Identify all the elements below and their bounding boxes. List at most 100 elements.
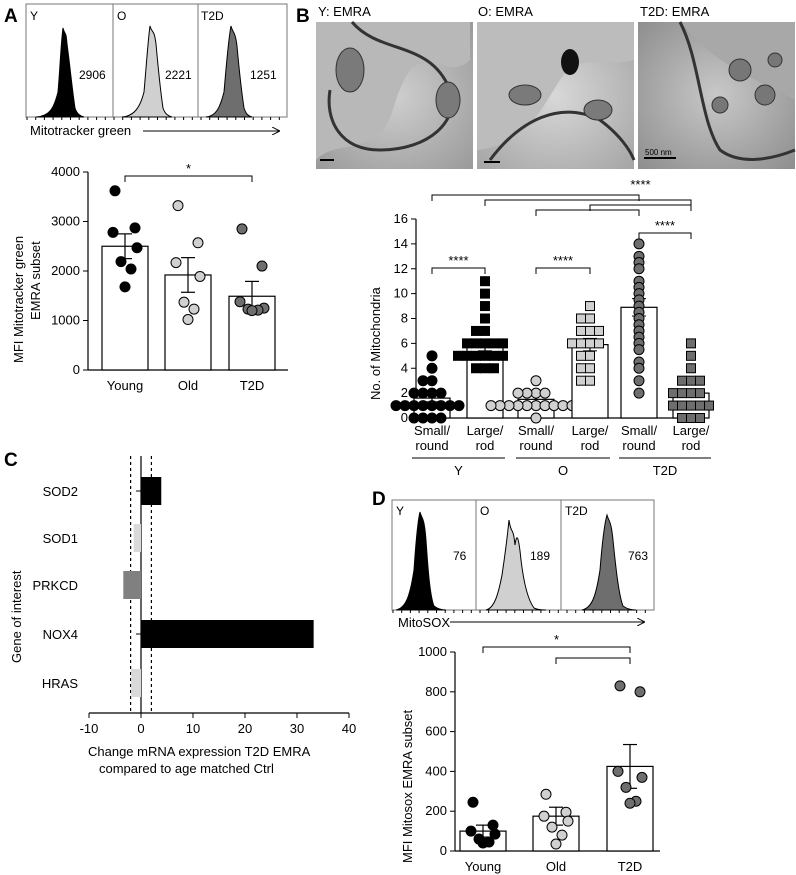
- group-label: T2D: [653, 463, 678, 478]
- data-point: [408, 387, 420, 399]
- data-point: [612, 765, 624, 777]
- x-tick-label-line2: rod: [682, 438, 701, 453]
- data-point: [462, 350, 472, 361]
- y-tick-label: SOD1: [43, 531, 78, 546]
- a-bar-ylabel-line2: EMRA subset: [28, 241, 43, 320]
- y-tick-label: 200: [425, 803, 447, 818]
- data-point: [668, 400, 678, 411]
- a-hist-label-y: Y: [30, 9, 38, 23]
- data-point: [633, 238, 645, 250]
- data-point: [480, 363, 490, 374]
- data-point: [686, 400, 696, 411]
- data-point: [594, 325, 604, 336]
- y-tick-label: 2000: [51, 263, 80, 278]
- data-point: [453, 350, 463, 361]
- data-point: [480, 288, 490, 299]
- data-point: [194, 270, 206, 282]
- b-em-image-o: [477, 22, 636, 169]
- data-point: [560, 806, 572, 818]
- y-tick-label: 16: [394, 211, 408, 226]
- data-point: [115, 256, 127, 268]
- data-point: [677, 375, 687, 386]
- data-point: [107, 226, 119, 238]
- data-point: [620, 781, 632, 793]
- data-point: [634, 686, 646, 698]
- a-hist-peak-t2d: [205, 25, 253, 118]
- a-hist-mfi-o: 2221: [165, 68, 192, 82]
- d-hist-peak-t2d: [581, 513, 637, 611]
- data-point: [234, 296, 246, 308]
- a-bar-ylabel: MFI Mitotracker green: [11, 236, 26, 363]
- data-point: [585, 363, 595, 374]
- data-point: [633, 263, 645, 275]
- d-hist-peak-y: [395, 511, 447, 611]
- x-tick-label: Old: [546, 859, 566, 874]
- y-tick-label: 3000: [51, 214, 80, 229]
- data-point: [480, 313, 490, 324]
- data-point: [677, 413, 687, 423]
- b-em-image-y: [316, 21, 473, 169]
- y-tick-label: 6: [401, 335, 408, 350]
- significance-label: ****: [655, 218, 675, 233]
- data-point: [556, 829, 568, 841]
- data-point: [585, 325, 595, 336]
- c-bar-xlabel-line2: compared to age matched Ctrl: [99, 761, 274, 776]
- data-point: [668, 388, 678, 399]
- x-tick-label: 0: [137, 721, 144, 736]
- data-point: [594, 338, 604, 349]
- data-point: [462, 338, 472, 349]
- data-point: [480, 276, 490, 287]
- y-tick-label: 800: [425, 684, 447, 699]
- data-point: [633, 362, 645, 374]
- data-point: [465, 825, 477, 837]
- data-point: [695, 375, 705, 386]
- data-point: [172, 200, 184, 212]
- data-point: [471, 338, 481, 349]
- y-tick-label: 600: [425, 724, 447, 739]
- group-label: Y: [454, 463, 463, 478]
- y-tick-label: 4000: [51, 164, 80, 179]
- data-point: [498, 350, 508, 361]
- data-point: [686, 413, 696, 423]
- y-tick-label: 8: [401, 311, 408, 326]
- x-tick-label: Small/: [414, 423, 451, 438]
- data-point: [408, 412, 420, 424]
- a-hist-mfi-t2d: 1251: [250, 68, 277, 82]
- data-point: [677, 388, 687, 399]
- data-point: [417, 375, 429, 387]
- x-tick-label: T2D: [240, 378, 265, 393]
- panel-label-d: D: [372, 489, 386, 510]
- data-point: [624, 797, 636, 809]
- x-tick-label: 40: [342, 721, 356, 736]
- data-point: [480, 338, 490, 349]
- x-tick-label: Young: [107, 378, 143, 393]
- data-point: [686, 350, 696, 361]
- b-bar-chart: 0 2 4 6 8 10 12 14 16 Small/round Large/rod Small/r…: [390, 177, 714, 478]
- b-em-label-t2d: T2D: EMRA: [640, 4, 710, 19]
- data-point: [467, 796, 479, 808]
- y-tick-label: HRAS: [42, 676, 78, 691]
- bar-nox4: [141, 620, 314, 648]
- x-tick-label-line2: rod: [476, 438, 495, 453]
- data-point: [435, 412, 447, 424]
- x-tick-label-line2: round: [519, 438, 552, 453]
- data-point: [546, 821, 558, 833]
- data-point: [256, 260, 268, 272]
- d-hist-ticks: [392, 610, 646, 613]
- y-tick-label: 0: [440, 843, 447, 858]
- d-hist-label-t2d: T2D: [565, 504, 588, 518]
- x-tick-label: -10: [80, 721, 99, 736]
- significance-label: *: [554, 632, 559, 647]
- x-tick-label: 10: [186, 721, 200, 736]
- data-point: [636, 771, 648, 783]
- b-em-label-o: O: EMRA: [478, 4, 533, 19]
- x-tick-label-line2: round: [622, 438, 655, 453]
- x-tick-label: Large/: [467, 423, 504, 438]
- significance-bracket: [555, 657, 631, 664]
- significance-label: ****: [630, 177, 650, 192]
- data-point: [686, 338, 696, 349]
- d-bar-ylabel: MFI Mitosox EMRA subset: [400, 709, 415, 863]
- data-point: [480, 350, 490, 361]
- panel-label-a: A: [4, 6, 18, 27]
- significance-bracket: [484, 199, 692, 206]
